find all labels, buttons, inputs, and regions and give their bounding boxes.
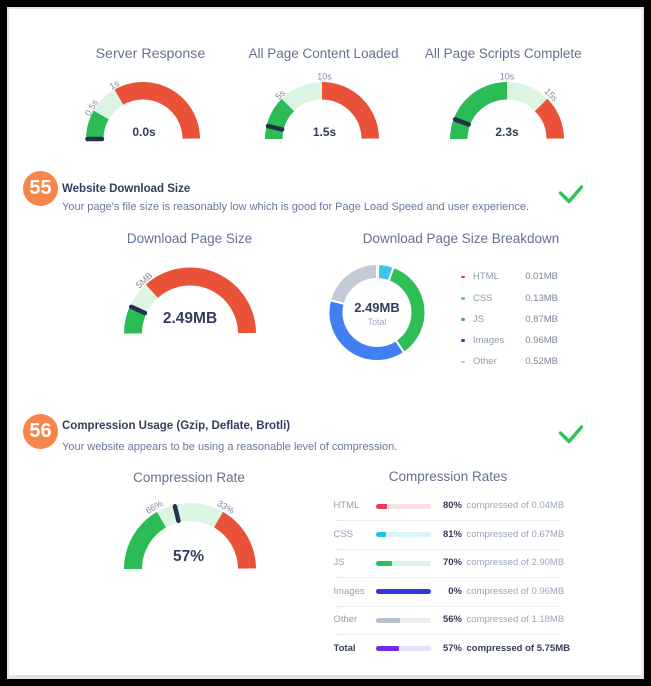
svg-text:10s: 10s bbox=[317, 72, 332, 82]
svg-text:10s: 10s bbox=[500, 72, 515, 82]
